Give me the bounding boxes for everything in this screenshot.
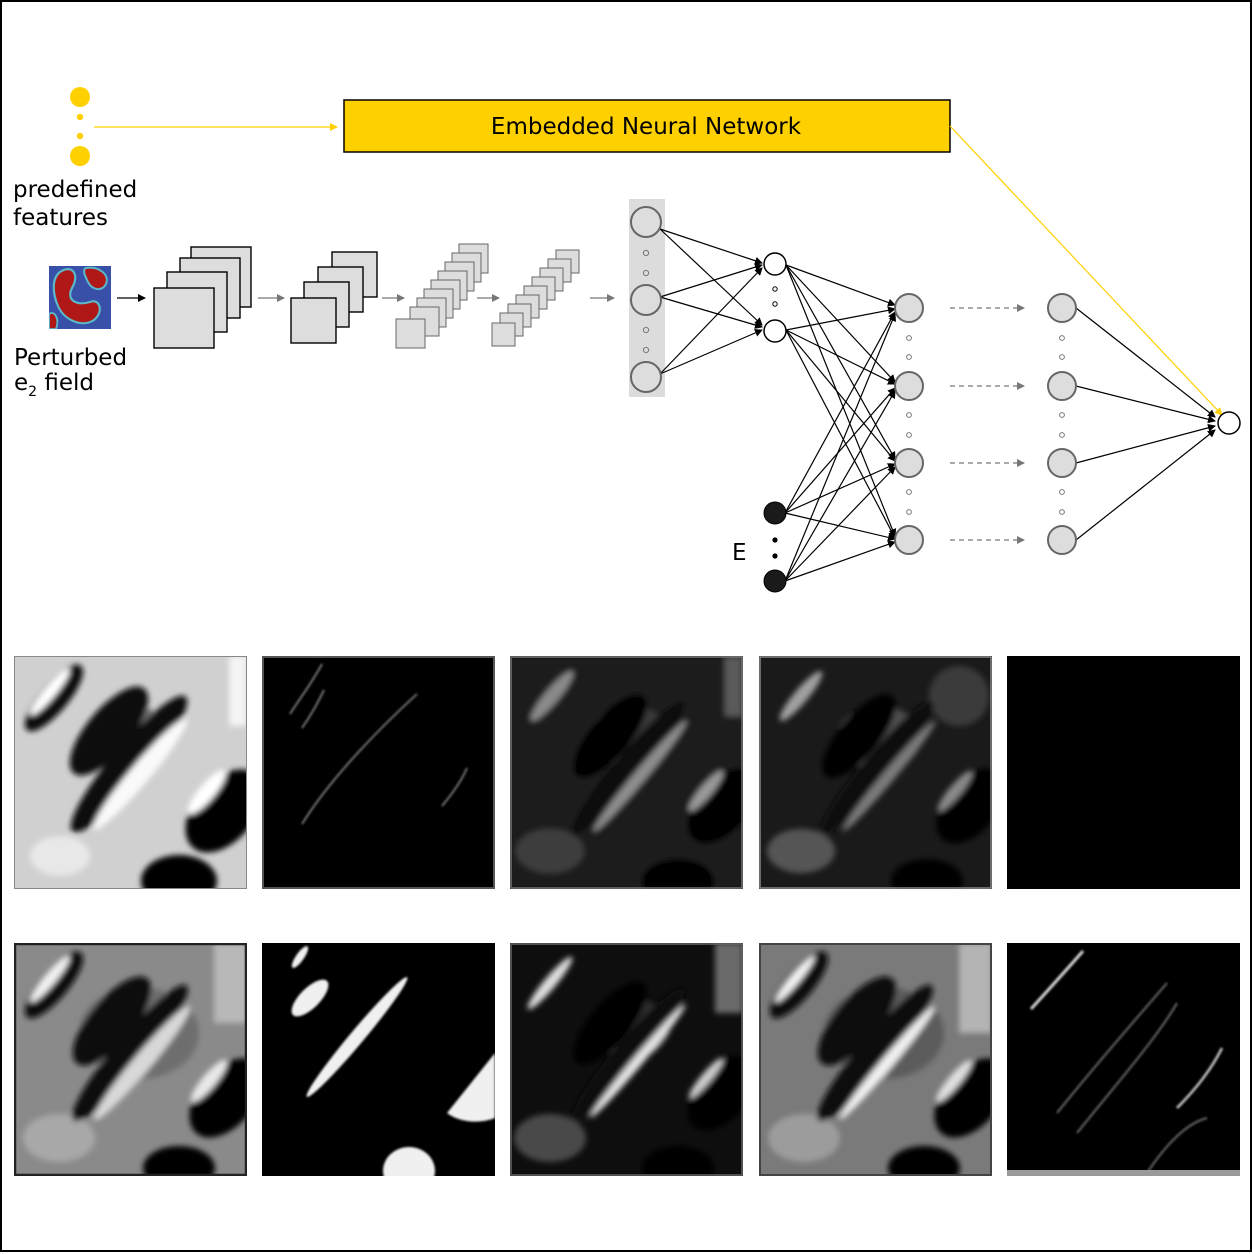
feature-map-r1c4 <box>759 656 992 889</box>
feature-dot-small <box>76 132 84 140</box>
last-hidden-node <box>1047 525 1077 555</box>
hidden2-node <box>894 293 924 323</box>
hidden1-node <box>763 319 787 343</box>
energy-node <box>763 501 787 525</box>
feature-map-r1c5 <box>1007 656 1240 889</box>
energy-ellipsis <box>772 537 778 559</box>
last-hidden-node <box>1047 293 1077 323</box>
output-node <box>1217 411 1241 435</box>
feature-map-r2c4 <box>759 943 992 1176</box>
flatten-node <box>630 284 662 316</box>
last-hidden-nodes <box>1047 293 1077 555</box>
last-hidden-ellipsis <box>1059 335 1065 515</box>
feature-map-r2c2 <box>262 943 495 1176</box>
connections-hidden1-to-hidden2 <box>785 264 897 539</box>
features-label-line1: predefined <box>13 177 137 203</box>
hidden2-nodes <box>894 293 924 555</box>
predefined-features-group: predefined features <box>13 87 137 231</box>
feature-map-r2c3 <box>510 943 743 1176</box>
energy-input-nodes <box>763 501 787 593</box>
dashed-layer-skip-arrows <box>950 304 1025 544</box>
flatten-node <box>630 206 662 238</box>
feature-map-r2c5 <box>1007 943 1240 1176</box>
conv-stack-3 <box>395 243 489 349</box>
feature-map-r1c1 <box>14 656 247 889</box>
hidden1-ellipsis <box>772 286 778 307</box>
feature-dot-bottom <box>70 146 90 166</box>
features-label-line2: features <box>13 205 108 231</box>
hidden1-nodes <box>763 252 787 343</box>
hidden1-node <box>763 252 787 276</box>
conv-stack-1 <box>153 246 252 349</box>
flatten-layer-nodes <box>630 206 662 393</box>
feature-map-r1c2 <box>262 656 495 889</box>
embedded-nn-label: Embedded Neural Network <box>491 114 802 140</box>
hidden2-node <box>894 371 924 401</box>
perturbed-field-image <box>49 266 111 329</box>
hidden2-ellipsis <box>906 335 912 515</box>
conv-stack-2 <box>290 251 378 344</box>
hidden2-node <box>894 448 924 478</box>
feature-map-r1c3 <box>510 656 743 889</box>
feature-dot-top <box>70 87 90 107</box>
last-hidden-node <box>1047 448 1077 478</box>
feature-dot-small <box>76 113 84 121</box>
connections-energy-to-hidden2 <box>784 311 897 582</box>
field-label-line1: Perturbed <box>14 345 127 371</box>
enn-to-output-arrow <box>949 125 1223 416</box>
last-hidden-node <box>1047 371 1077 401</box>
connections-flatten-to-hidden1 <box>659 228 763 375</box>
field-label-line2: e2 field <box>14 370 94 400</box>
connections-last-to-output <box>1075 307 1216 541</box>
flatten-ellipsis <box>642 249 650 354</box>
flatten-node <box>630 361 662 393</box>
conv-stack-4 <box>491 249 580 347</box>
energy-node <box>763 569 787 593</box>
energy-label: E <box>732 540 747 566</box>
hidden2-node <box>894 525 924 555</box>
feature-map-r2c1 <box>14 943 247 1176</box>
